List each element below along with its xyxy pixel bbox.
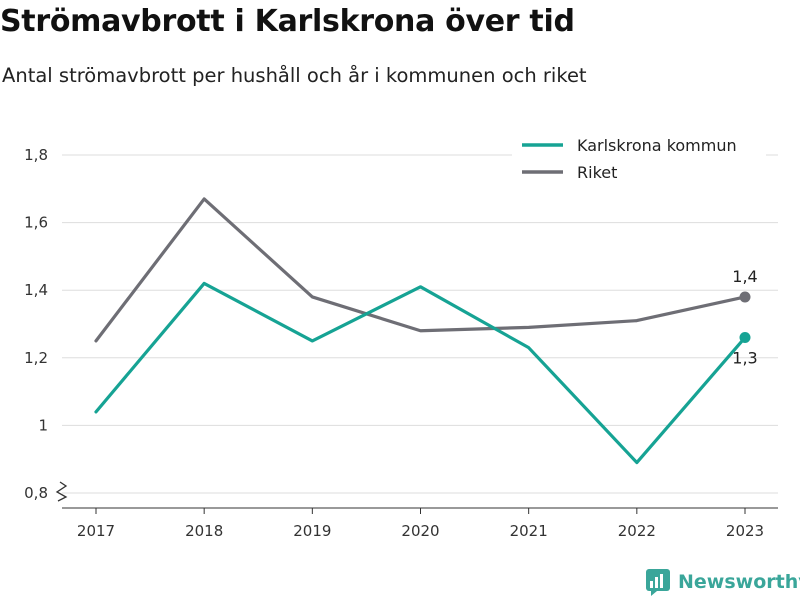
brand-name: Newsworthy [678,571,800,593]
end-label-riket: 1,4 [732,267,757,286]
axes: 0,8 1 1,2 1,4 1,6 1,8 2017 2018 2019 2020 2021 2022… [24,146,778,540]
x-tick-label: 2019 [293,522,331,540]
x-tick-label: 2020 [401,522,439,540]
x-tick-label: 2023 [726,522,764,540]
end-label-kommun: 1,3 [732,349,757,368]
series-line [94,281,747,465]
gridlines [62,154,778,494]
chart-subtitle: Antal strömavbrott per hushåll och år i … [2,64,587,87]
legend-label: Riket [577,163,617,182]
series-end-point [739,291,751,303]
y-tick-label: 1,6 [24,214,48,232]
legend-label: Karlskrona kommun [577,136,737,155]
x-tick-label: 2021 [510,522,548,540]
x-tick-label: 2022 [618,522,656,540]
y-tick-label: 1,2 [24,349,48,367]
y-tick-label: 1,4 [24,281,48,299]
x-tick-label: 2018 [185,522,223,540]
axis-break-icon [55,481,68,502]
end-labels: 1,3 1,4 [732,267,757,368]
legend-background [512,130,766,185]
newsworthy-logo: Newsworthy [645,568,800,596]
series-end-point [739,332,751,344]
legend: Karlskrona kommun Riket [512,130,766,185]
chart-title: Strömavbrott i Karlskrona över tid [0,4,575,39]
series-lines [94,197,751,465]
y-tick-label: 1,8 [24,146,48,164]
x-tick-label: 2017 [77,522,115,540]
series-line [94,197,747,343]
y-tick-label: 1 [38,416,48,434]
newsworthy-icon [646,569,670,596]
y-tick-label: 0,8 [24,484,48,502]
